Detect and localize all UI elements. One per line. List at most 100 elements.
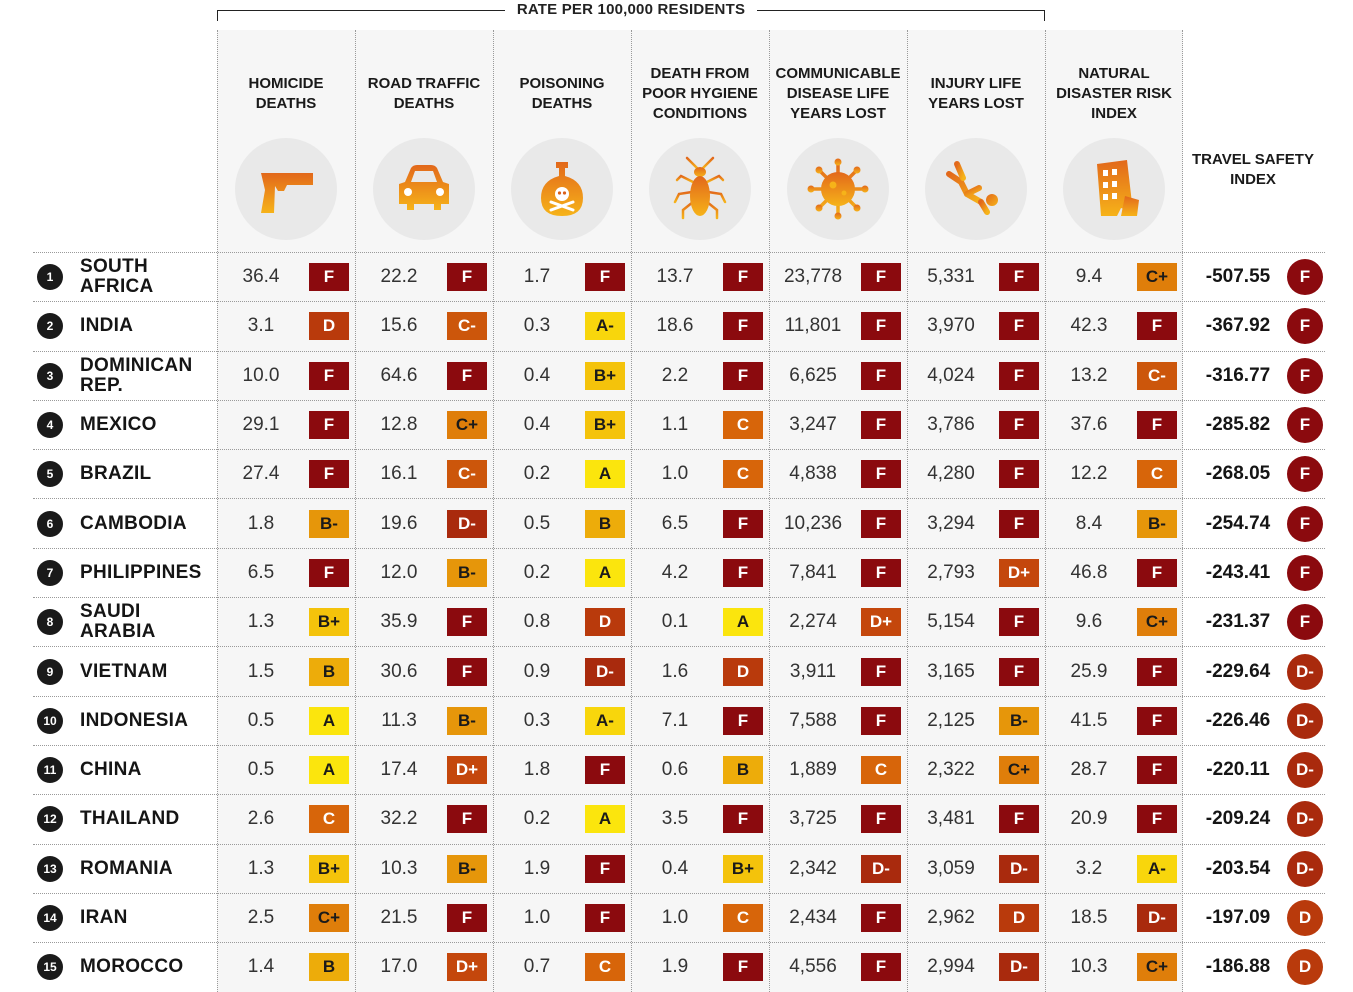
grade-badge: B-	[447, 706, 487, 735]
metric-value: 13.2	[1070, 364, 1108, 386]
table-row: 14 IRAN 2.5 C+ 21.5 F 1.0 F 1.0 C 2,434 F 2,962 D 18.5…	[33, 892, 1325, 942]
metric-cell: 10.3 C+	[1045, 943, 1183, 991]
metric-value: 3,247	[789, 414, 837, 436]
metric-value: 1.0	[523, 907, 551, 928]
country-name: IRAN	[80, 907, 128, 928]
metric-value: 35.9	[380, 611, 418, 633]
metric-cell: 1.3 B+	[217, 845, 355, 893]
metric-cell: 1.6 D	[631, 647, 769, 695]
table-row: 12 THAILAND 2.6 C 32.2 F 0.2 A 3.5 F 3,725 F 3,481 F 2…	[33, 794, 1325, 843]
country-name: THAILAND	[80, 808, 180, 830]
metric-cell: 1.1 C	[631, 401, 769, 449]
grade-badge: F	[585, 756, 625, 785]
country-name: MOROCCO	[80, 956, 184, 978]
metric-cell: 18.6 F	[631, 302, 769, 350]
metric-value: 20.9	[1070, 808, 1108, 830]
metric-value: 1.0	[661, 463, 689, 485]
travel-safety-index-value: -229.64	[1205, 660, 1271, 682]
grade-badge: D	[309, 312, 349, 341]
metric-cell: 3.2 A-	[1045, 845, 1183, 893]
rate-banner: RATE PER 100,000 RESIDENTS	[217, 0, 1045, 22]
metric-cell: 7,841 F	[769, 549, 907, 597]
grade-badge: F	[1137, 558, 1177, 587]
metric-cell: 2,962 D	[907, 894, 1045, 942]
travel-safety-grade: F	[1287, 308, 1323, 345]
travel-safety-index-value: -220.11	[1206, 759, 1270, 781]
rank-badge: 14	[37, 905, 63, 931]
travel-safety-grade: D-	[1287, 850, 1323, 887]
column-header: POISONING DEATHS	[493, 58, 631, 240]
column-header: COMMUNICABLE DISEASE LIFE YEARS LOST	[769, 58, 907, 240]
metric-cell: 5,154 F	[907, 598, 1045, 646]
table-row: 2 INDIA 3.1 D 15.6 C- 0.3 A- 18.6 F 11,801 F 3,970 F 4…	[33, 301, 1325, 350]
table-row: 11 CHINA 0.5 A 17.4 D+ 1.8 F 0.6 B 1,889 C 2,322 C+ 28…	[33, 744, 1325, 794]
metric-value: 0.4	[661, 857, 689, 879]
grade-badge: C+	[447, 411, 487, 440]
grade-badge: B	[309, 953, 349, 982]
metric-value: 21.5	[380, 907, 418, 928]
metric-value: 0.5	[247, 759, 275, 781]
grade-badge: F	[999, 460, 1039, 489]
metric-cell: 16.1 C-	[355, 450, 493, 498]
table-row: 8 SAUDI ARABIA 1.3 B+ 35.9 F 0.8 D 0.1 A 2,274 D+ 5,…	[33, 597, 1325, 646]
grade-badge: A	[585, 460, 625, 489]
metric-cell: 3,786 F	[907, 401, 1045, 449]
column-header-label: HOMICIDE DEATHS	[248, 75, 324, 112]
column-header: HOMICIDE DEATHS	[217, 58, 355, 240]
rank-badge: 1	[37, 264, 63, 291]
metric-cell: 19.6 D-	[355, 499, 493, 547]
grade-badge: F	[1137, 657, 1177, 686]
grade-badge: B+	[309, 854, 349, 883]
banner-title: RATE PER 100,000 RESIDENTS	[504, 1, 758, 18]
metric-cell: 7,588 F	[769, 697, 907, 745]
metric-cell: 4,838 F	[769, 450, 907, 498]
travel-safety-index-value: -254.74	[1205, 512, 1271, 534]
grade-badge: F	[861, 706, 901, 735]
travel-safety-grade: F	[1287, 407, 1323, 444]
metric-value: 10.3	[380, 857, 418, 879]
metric-value: 1.5	[247, 660, 275, 682]
metric-value: 12.8	[380, 414, 418, 436]
metric-value: 0.4	[523, 414, 551, 436]
travel-safety-grade: F	[1287, 259, 1323, 296]
metric-value: 1.8	[247, 512, 275, 534]
grade-badge: F	[447, 263, 487, 292]
metric-cell: 2,434 F	[769, 894, 907, 942]
grade-badge: F	[861, 312, 901, 341]
grade-badge: C	[723, 411, 763, 440]
grade-badge: B+	[309, 608, 349, 637]
grade-badge: B+	[585, 361, 625, 390]
grade-badge: C	[723, 904, 763, 932]
grade-badge: D+	[861, 608, 901, 637]
metric-cell: 1.3 B+	[217, 598, 355, 646]
metric-value: 22.2	[380, 266, 418, 288]
metric-cell: 3,294 F	[907, 499, 1045, 547]
column-header-label: DEATH FROM POOR HYGIENE CONDITIONS	[642, 65, 758, 122]
metric-value: 64.6	[380, 364, 418, 386]
grade-badge: A-	[585, 706, 625, 735]
metric-cell: 1.0 C	[631, 450, 769, 498]
grade-badge: B-	[1137, 509, 1177, 538]
metric-cell: 4,024 F	[907, 352, 1045, 400]
grade-badge: F	[1137, 756, 1177, 785]
country-name: SOUTH AFRICA	[80, 256, 154, 298]
metric-value: 1.3	[247, 611, 275, 633]
metric-value: 1.0	[661, 907, 689, 928]
country-name: PHILIPPINES	[80, 561, 202, 583]
metric-value: 2,274	[789, 611, 837, 633]
metric-cell: 20.9 F	[1045, 795, 1183, 843]
grade-badge: F	[1137, 805, 1177, 834]
metric-value: 17.0	[380, 956, 418, 978]
metric-cell: 64.6 F	[355, 352, 493, 400]
metric-cell: 1,889 C	[769, 746, 907, 794]
metric-cell: 0.4 B+	[493, 401, 631, 449]
country-name: SAUDI ARABIA	[80, 601, 156, 643]
grade-badge: D+	[447, 953, 487, 982]
grade-badge: B+	[585, 411, 625, 440]
table-row: 15 MOROCCO 1.4 B 17.0 D+ 0.7 C 1.9 F 4,556 F 2,994 D-…	[33, 942, 1325, 991]
grade-badge: D+	[447, 756, 487, 785]
column-header-label: POISONING DEATHS	[519, 75, 605, 112]
grade-badge: C	[585, 953, 625, 982]
rank-badge: 3	[37, 362, 63, 389]
travel-safety-grade: D	[1287, 949, 1323, 986]
